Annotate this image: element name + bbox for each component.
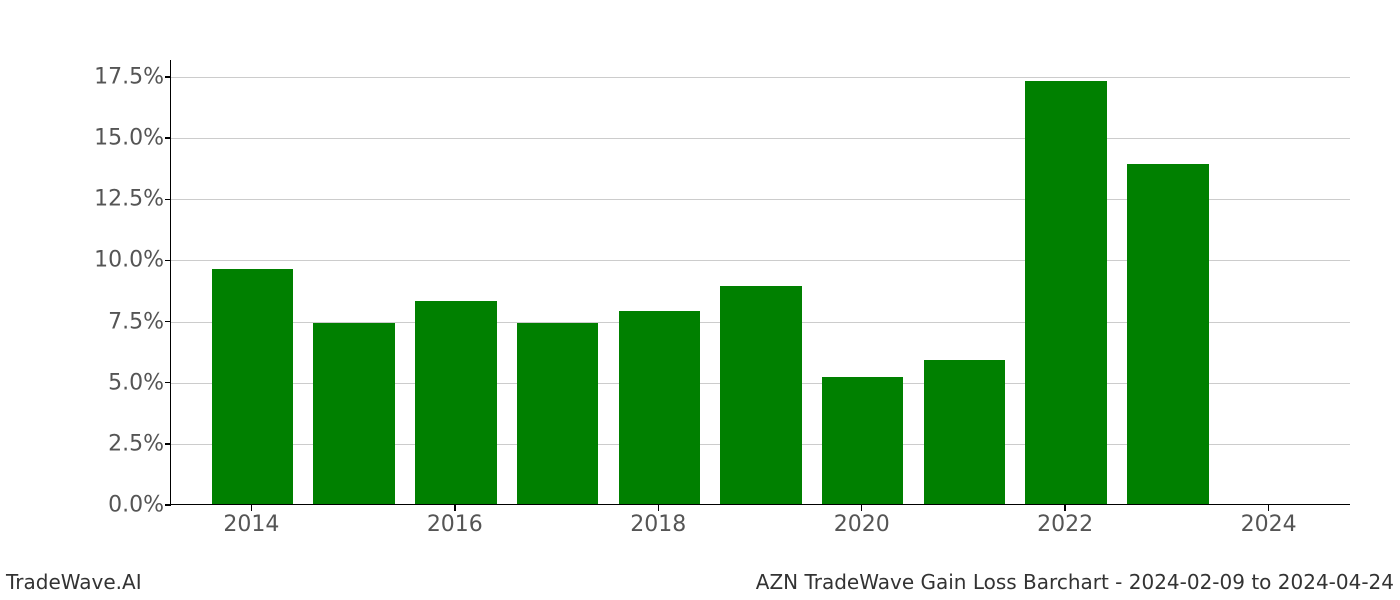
x-tick-label: 2020 [834, 512, 890, 537]
y-tick-label: 12.5% [94, 187, 164, 212]
x-tick-mark [861, 505, 863, 511]
x-tick-label: 2014 [223, 512, 279, 537]
y-tick-label: 2.5% [108, 431, 164, 456]
bar [415, 301, 496, 504]
x-tick-label: 2022 [1037, 512, 1093, 537]
y-tick-mark [165, 260, 171, 262]
footer-left-text: TradeWave.AI [6, 570, 142, 594]
x-tick-mark [454, 505, 456, 511]
y-tick-label: 17.5% [94, 65, 164, 90]
bar [313, 323, 394, 504]
bar [822, 377, 903, 504]
chart-plot-area [170, 60, 1350, 505]
x-tick-mark [1268, 505, 1270, 511]
y-tick-mark [165, 382, 171, 384]
x-tick-mark [658, 505, 660, 511]
y-tick-mark [165, 443, 171, 445]
bar [619, 311, 700, 504]
x-tick-mark [1064, 505, 1066, 511]
bar [720, 286, 801, 504]
footer-right-text: AZN TradeWave Gain Loss Barchart - 2024-… [756, 570, 1394, 594]
y-tick-label: 0.0% [108, 493, 164, 518]
grid-line [171, 77, 1350, 78]
y-tick-label: 10.0% [94, 248, 164, 273]
y-tick-mark [165, 199, 171, 201]
bar [517, 323, 598, 504]
bar [212, 269, 293, 504]
x-tick-label: 2018 [630, 512, 686, 537]
x-tick-label: 2016 [427, 512, 483, 537]
y-tick-label: 5.0% [108, 370, 164, 395]
y-tick-mark [165, 504, 171, 506]
grid-line [171, 138, 1350, 139]
bar [1127, 164, 1208, 504]
x-tick-label: 2024 [1241, 512, 1297, 537]
y-tick-label: 15.0% [94, 126, 164, 151]
bar [924, 360, 1005, 504]
y-tick-mark [165, 321, 171, 323]
y-tick-mark [165, 137, 171, 139]
y-tick-label: 7.5% [108, 309, 164, 334]
y-tick-mark [165, 76, 171, 78]
bar [1025, 81, 1106, 504]
x-tick-mark [251, 505, 253, 511]
